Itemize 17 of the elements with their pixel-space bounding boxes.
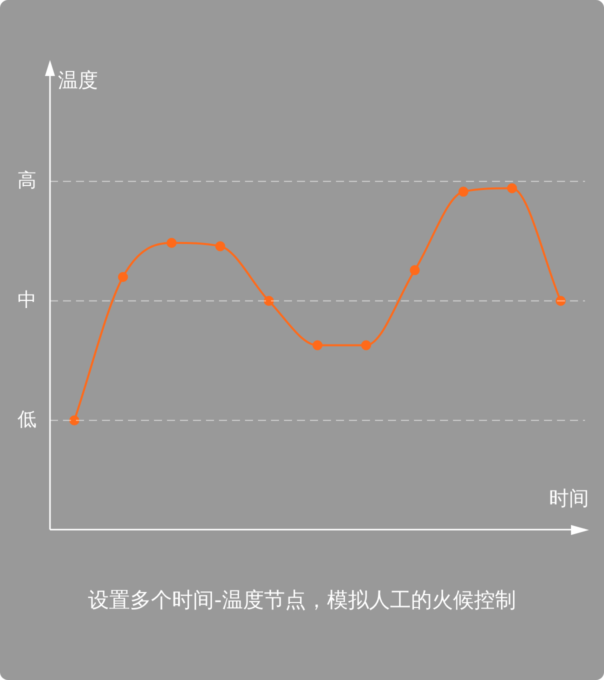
point <box>166 238 177 248</box>
point <box>507 183 518 194</box>
point <box>556 296 566 306</box>
point <box>69 415 80 426</box>
point <box>361 340 372 350</box>
point <box>312 340 322 350</box>
point <box>410 265 420 276</box>
y-axis-title: 温度 <box>58 68 98 92</box>
point <box>215 241 226 252</box>
x-axis-title: 时间 <box>549 486 589 510</box>
ref-line-label: 中 <box>18 288 36 311</box>
ref-line-label: 高 <box>18 169 36 192</box>
point <box>118 272 128 282</box>
text: 设置多个时间-温度节点，模拟人工的火候控制 <box>87 587 517 614</box>
point <box>264 296 274 306</box>
point <box>458 186 468 197</box>
ref-line-label: 低 <box>18 408 36 430</box>
